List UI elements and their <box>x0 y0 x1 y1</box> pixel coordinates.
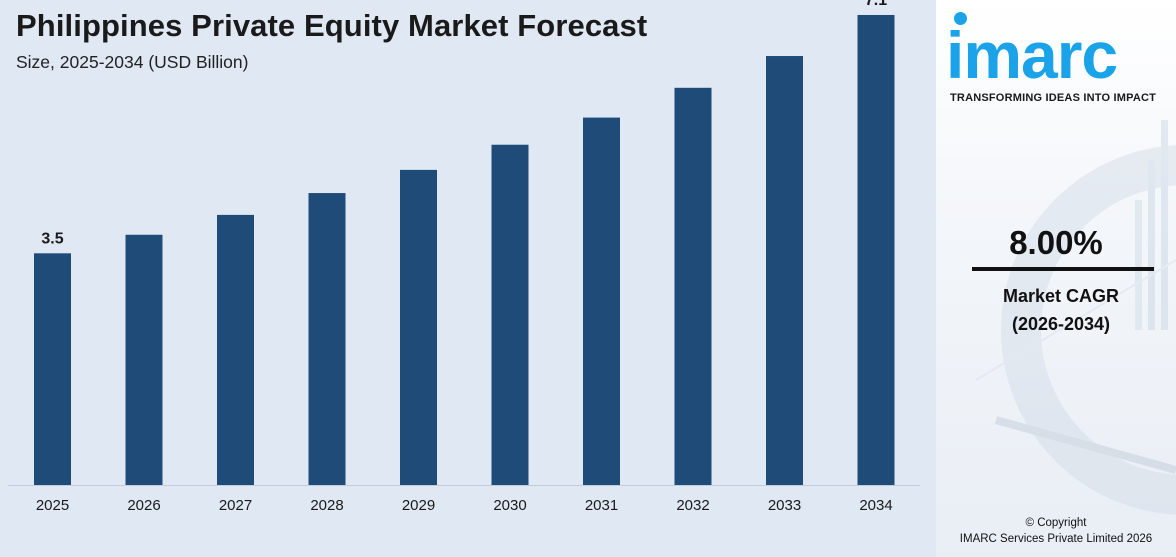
x-tick-label-2025: 2025 <box>36 497 69 514</box>
x-tick-label-2032: 2032 <box>676 497 709 514</box>
imarc-logo: imarc TRANSFORMING IDEAS INTO IMPACT <box>946 8 1174 104</box>
side-panel: imarc TRANSFORMING IDEAS INTO IMPACT 8.0… <box>936 0 1176 557</box>
bar-2033 <box>766 56 803 486</box>
x-tick-label-2027: 2027 <box>219 497 252 514</box>
cagr-label: Market CAGR <box>1002 286 1120 306</box>
logo-dot-icon <box>954 12 967 25</box>
cagr-period: (2026-2034) <box>1011 314 1111 334</box>
bar-2031 <box>583 117 620 485</box>
cagr-divider <box>972 267 1154 271</box>
copyright-notice: © Copyright IMARC Services Private Limit… <box>936 515 1176 547</box>
bar-2026 <box>125 234 163 485</box>
x-tick-label-2034: 2034 <box>859 497 892 514</box>
bar-2032 <box>674 87 712 486</box>
bar-2028 <box>308 193 346 486</box>
x-tick-label-2026: 2026 <box>127 497 160 514</box>
bar-2025 <box>34 253 71 485</box>
data-label-2025: 3.5 <box>41 230 63 247</box>
bar-chart: 2025 3.5 2026 2027 2028 2029 2030 2031 2032 2033 2… <box>8 0 920 514</box>
logo-tagline: TRANSFORMING IDEAS INTO IMPACT <box>950 92 1157 104</box>
bar-2030 <box>491 144 529 485</box>
cagr-value: 8.00% <box>1009 224 1103 261</box>
copyright-line-2: IMARC Services Private Limited 2026 <box>959 533 1153 545</box>
x-tick-label-2031: 2031 <box>585 497 618 514</box>
chart-title: Philippines Private Equity Market Foreca… <box>16 8 648 43</box>
chart-panel: Philippines Private Equity Market Foreca… <box>0 0 936 557</box>
background-chart-illustration <box>975 120 1176 515</box>
bar-2027 <box>217 214 254 486</box>
data-label-2034: 7.1 <box>865 0 887 9</box>
logo-wordmark: imarc <box>946 18 1118 92</box>
bar-2034 <box>857 14 895 485</box>
x-tick-label-2029: 2029 <box>402 497 435 514</box>
x-tick-label-2030: 2030 <box>493 497 526 514</box>
chart-subtitle: Size, 2025-2034 (USD Billion) <box>16 52 249 72</box>
x-tick-label-2028: 2028 <box>310 497 343 514</box>
copyright-line-1: © Copyright <box>1025 517 1087 529</box>
x-tick-label-2033: 2033 <box>768 497 801 514</box>
bar-2029 <box>400 169 437 485</box>
